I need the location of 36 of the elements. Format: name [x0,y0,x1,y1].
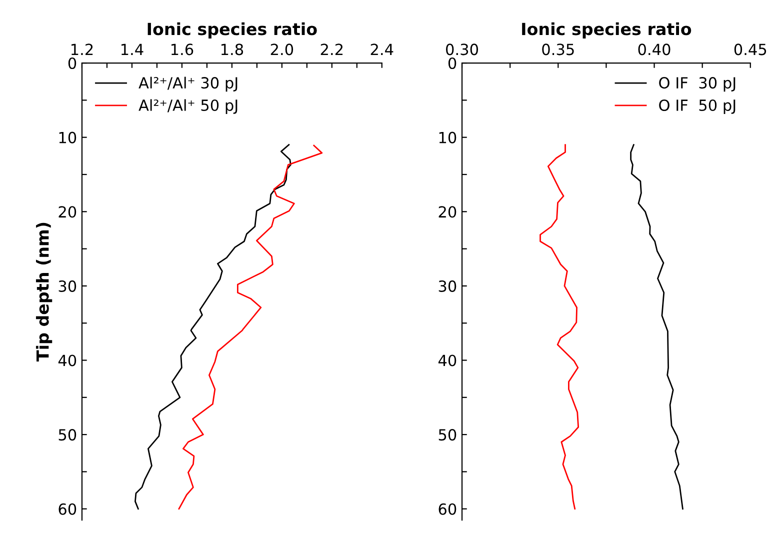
x-tick-label: 2.0 [270,44,294,56]
x-tick-label: 0.35 [542,44,574,56]
y-tick-label: 30 [438,280,456,292]
y-tick-label: 20 [438,206,456,218]
legend-label: O IF 30 pJ [659,77,736,92]
y-tick-label: 50 [58,429,76,441]
x-tick-label: 0.30 [446,44,478,56]
y-tick-label: 10 [59,132,76,144]
y-axis-title: Tip depth (nm) [36,222,52,362]
x-tick-label: 1.2 [72,44,93,55]
legend-label: O IF 50 pJ [659,99,736,114]
line-series [540,144,580,510]
y-tick-label: 0 [448,57,456,70]
x-tick-label: 0.40 [638,44,670,56]
x-axis-title: Ionic species ratio [148,22,317,39]
y-tick-label: 60 [58,503,76,515]
y-tick-label: 30 [58,280,76,292]
y-tick-label: 40 [438,354,456,366]
legend-label: Al²⁺/Al⁺ 30 pJ [138,76,238,92]
x-tick-label: 1.4 [121,44,144,55]
y-tick-label: 10 [439,132,456,144]
x-tick-label: 0.45 [734,44,766,56]
x-axis-title: Ionic species ratio [522,22,692,39]
x-tick-label: 2.2 [320,44,343,55]
line-series [178,144,323,510]
y-tick-label: 50 [438,429,456,441]
y-tick-label: 60 [438,503,456,515]
y-tick-label: 20 [58,206,76,218]
line-series [630,144,684,510]
line-series [134,144,292,510]
x-tick-label: 1.8 [221,44,244,56]
x-tick-label: 1.6 [171,44,194,56]
legend-label: Al²⁺/Al⁺ 50 pJ [138,99,238,114]
y-tick-label: 0 [68,57,76,70]
y-tick-label: 40 [58,354,76,366]
x-tick-label: 2.4 [370,44,394,55]
